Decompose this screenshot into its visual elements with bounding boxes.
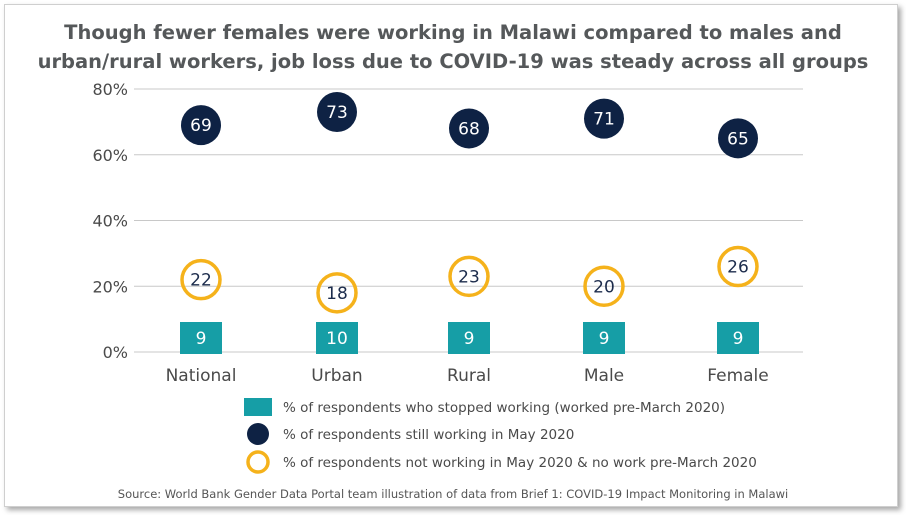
- still-working-label: 71: [593, 110, 615, 130]
- stopped-working-bar: [717, 322, 759, 354]
- y-axis-ticks: 0% 20% 40% 60% 80%: [92, 80, 128, 362]
- still-working-dot: [181, 105, 221, 146]
- stopped-working-bar: [448, 322, 490, 354]
- not-working-label: 22: [190, 271, 212, 291]
- x-category-label: Urban: [311, 366, 362, 386]
- not-working-ring: [583, 265, 625, 307]
- not-working-ring: [316, 272, 358, 314]
- chart-frame: [4, 4, 898, 507]
- chart-title-line-1: Though fewer females were working in Mal…: [64, 21, 842, 44]
- still-working-label: 73: [326, 103, 348, 123]
- chart-title-line-2: urban/rural workers, job loss due to COV…: [37, 50, 869, 73]
- stopped-working-label: 9: [464, 329, 475, 349]
- still-working-dot: [584, 98, 624, 139]
- legend-label: % of respondents still working in May 20…: [283, 427, 574, 443]
- not-working-label: 20: [593, 277, 615, 297]
- legend-ring-swatch: [246, 450, 270, 474]
- stopped-working-label: 10: [326, 329, 348, 349]
- y-tick-label: 80%: [92, 80, 128, 99]
- y-tick-label: 0%: [103, 343, 128, 362]
- stopped-working-bar: [180, 322, 222, 354]
- still-working-label: 65: [727, 129, 749, 149]
- legend-bar-swatch: [244, 398, 272, 416]
- still-working-label: 69: [190, 116, 212, 136]
- not-working-ring: [717, 245, 759, 288]
- x-category-label: Male: [584, 366, 624, 386]
- y-tick-label: 40%: [92, 212, 128, 231]
- x-category-label: Rural: [447, 366, 491, 386]
- y-tick-label: 20%: [92, 277, 128, 296]
- data-marks: 9 69 22 10 73 18 9 68 23 9 71 20 9 65 26: [180, 92, 759, 354]
- legend: % of respondents who stopped working (wo…: [244, 398, 757, 474]
- not-working-label: 23: [458, 267, 480, 287]
- chart-title: Though fewer females were working in Mal…: [0, 18, 906, 76]
- legend-dot-swatch: [247, 423, 269, 445]
- legend-label: % of respondents not working in May 2020…: [283, 455, 757, 471]
- source-note: Source: World Bank Gender Data Portal te…: [118, 487, 788, 501]
- stopped-working-label: 9: [733, 329, 744, 349]
- still-working-label: 68: [458, 119, 480, 139]
- x-category-label: Female: [707, 366, 768, 386]
- stopped-working-bar: [316, 322, 358, 354]
- x-axis-categories: National Urban Rural Male Female: [166, 366, 769, 386]
- not-working-ring: [448, 255, 490, 298]
- not-working-label: 26: [727, 258, 749, 278]
- stopped-working-bar: [583, 322, 625, 354]
- still-working-dot: [317, 92, 357, 133]
- stopped-working-label: 9: [599, 329, 610, 349]
- y-tick-label: 60%: [92, 146, 128, 165]
- still-working-dot: [449, 108, 489, 149]
- not-working-ring: [180, 258, 222, 301]
- still-working-dot: [718, 118, 758, 159]
- not-working-label: 18: [326, 284, 348, 304]
- x-category-label: National: [166, 366, 237, 386]
- legend-label: % of respondents who stopped working (wo…: [283, 400, 725, 416]
- stopped-working-label: 9: [196, 329, 207, 349]
- gridlines: [134, 88, 803, 353]
